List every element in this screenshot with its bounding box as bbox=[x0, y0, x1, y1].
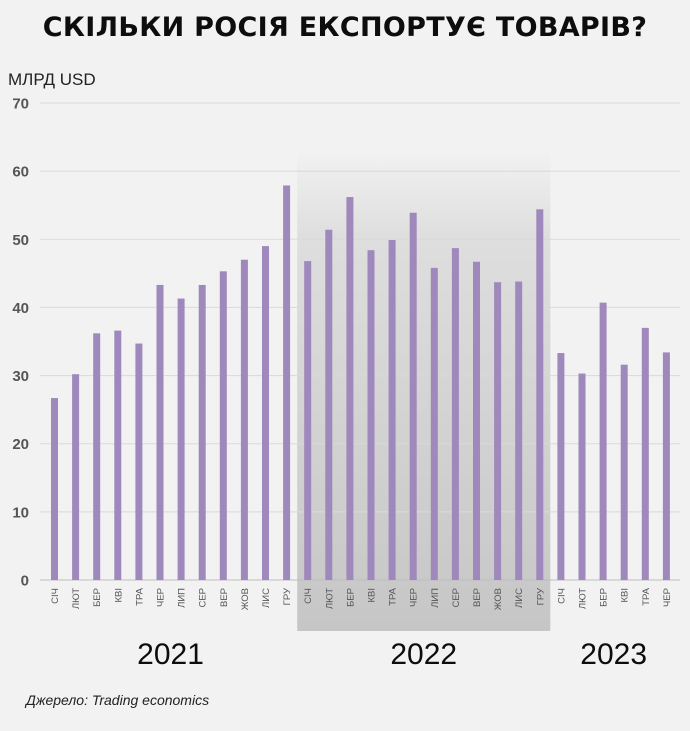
bar-2021-СІЧ bbox=[51, 398, 58, 580]
month-label: ЖОВ bbox=[240, 588, 251, 610]
month-label: ЧЕР bbox=[409, 588, 420, 607]
month-label: БЕР bbox=[345, 588, 356, 607]
month-label: СІЧ bbox=[556, 588, 567, 604]
bar-2022-КВІ bbox=[367, 250, 375, 580]
month-label: СЕР bbox=[451, 588, 462, 608]
bar-2021-БЕР bbox=[93, 333, 101, 580]
month-label: ТРА bbox=[134, 587, 145, 606]
month-label: КВІ bbox=[113, 588, 124, 603]
bar-2021-ЖОВ bbox=[240, 259, 248, 580]
bar-2022-ЖОВ bbox=[494, 282, 502, 580]
month-label: ЛЮТ bbox=[578, 588, 589, 609]
year-label-2023: 2023 bbox=[580, 638, 647, 671]
bar-2023-ЧЕР bbox=[662, 352, 670, 580]
source-note: Джерело: Trading economics bbox=[26, 692, 210, 708]
month-label: ЛИП bbox=[430, 588, 441, 608]
bar-2023-ЛЮТ bbox=[578, 373, 586, 580]
bar-2022-ЛИС bbox=[515, 281, 523, 580]
month-label: ЧЕР bbox=[156, 588, 167, 607]
y-axis-label: МЛРД USD bbox=[8, 70, 96, 89]
month-label: СІЧ bbox=[303, 588, 314, 604]
y-tick-label: 50 bbox=[12, 232, 29, 249]
year-label-2022: 2022 bbox=[390, 638, 457, 671]
y-tick-label: 20 bbox=[12, 436, 29, 453]
bar-2022-СІЧ bbox=[304, 261, 312, 580]
month-label: ЛЮТ bbox=[324, 588, 335, 609]
bar-2022-ЧЕР bbox=[409, 212, 417, 580]
bar-2022-ЛЮТ bbox=[325, 229, 333, 580]
month-label: КВІ bbox=[620, 588, 631, 603]
month-label: ТРА bbox=[641, 587, 652, 606]
month-label: КВІ bbox=[367, 588, 378, 603]
bar-2021-ЛЮТ bbox=[72, 374, 80, 580]
month-label: БЕР bbox=[599, 588, 610, 607]
bar-2022-ГРУ bbox=[536, 209, 544, 580]
bar-2021-ЛИП bbox=[177, 298, 185, 580]
bar-2021-ГРУ bbox=[283, 185, 291, 580]
bar-2022-ВЕР bbox=[473, 261, 480, 580]
bar-2021-ВЕР bbox=[219, 271, 227, 580]
month-label: СЕР bbox=[198, 588, 209, 608]
year-label-2021: 2021 bbox=[137, 638, 204, 671]
highlight-band-2022 bbox=[297, 150, 551, 631]
y-tick-label: 10 bbox=[12, 504, 29, 521]
bar-2022-СЕР bbox=[451, 248, 459, 580]
y-tick-label: 70 bbox=[12, 96, 29, 113]
month-label: ВЕР bbox=[472, 588, 483, 607]
y-tick-label: 30 bbox=[12, 368, 29, 385]
month-label: ГРУ bbox=[282, 587, 293, 605]
y-tick-label: 40 bbox=[12, 300, 29, 317]
chart-title: СКІЛЬКИ РОСІЯ ЕКСПОРТУЄ ТОВАРІВ? bbox=[42, 12, 648, 43]
bar-2021-ЧЕР bbox=[156, 284, 164, 580]
month-label: БЕР bbox=[92, 588, 103, 607]
month-label: ТРА bbox=[388, 587, 399, 606]
month-label: ЛИС bbox=[261, 588, 272, 608]
bar-2022-БЕР bbox=[346, 197, 354, 580]
bar-2022-ЛИП bbox=[430, 267, 438, 580]
bar-2021-КВІ bbox=[114, 330, 122, 580]
month-label: ВЕР bbox=[219, 588, 230, 607]
bar-2023-СІЧ bbox=[557, 353, 565, 580]
bar-2021-СЕР bbox=[198, 284, 206, 580]
y-tick-label: 60 bbox=[12, 164, 29, 181]
bar-2022-ТРА bbox=[388, 239, 396, 580]
y-tick-label: 0 bbox=[21, 573, 29, 590]
month-label: ЧЕР bbox=[662, 588, 673, 607]
bar-2021-ТРА bbox=[135, 343, 143, 580]
bar-2023-ТРА bbox=[641, 327, 649, 580]
month-label: ЛИС bbox=[514, 588, 525, 608]
bar-2021-ЛИС bbox=[262, 246, 269, 580]
month-label: ЛЮТ bbox=[71, 588, 82, 609]
month-label: ЖОВ bbox=[493, 588, 504, 610]
month-label: ГРУ bbox=[535, 587, 546, 605]
bar-2023-БЕР bbox=[599, 302, 607, 580]
month-label: СІЧ bbox=[50, 588, 61, 604]
month-label: ЛИП bbox=[177, 588, 188, 608]
bar-2023-КВІ bbox=[620, 364, 628, 580]
